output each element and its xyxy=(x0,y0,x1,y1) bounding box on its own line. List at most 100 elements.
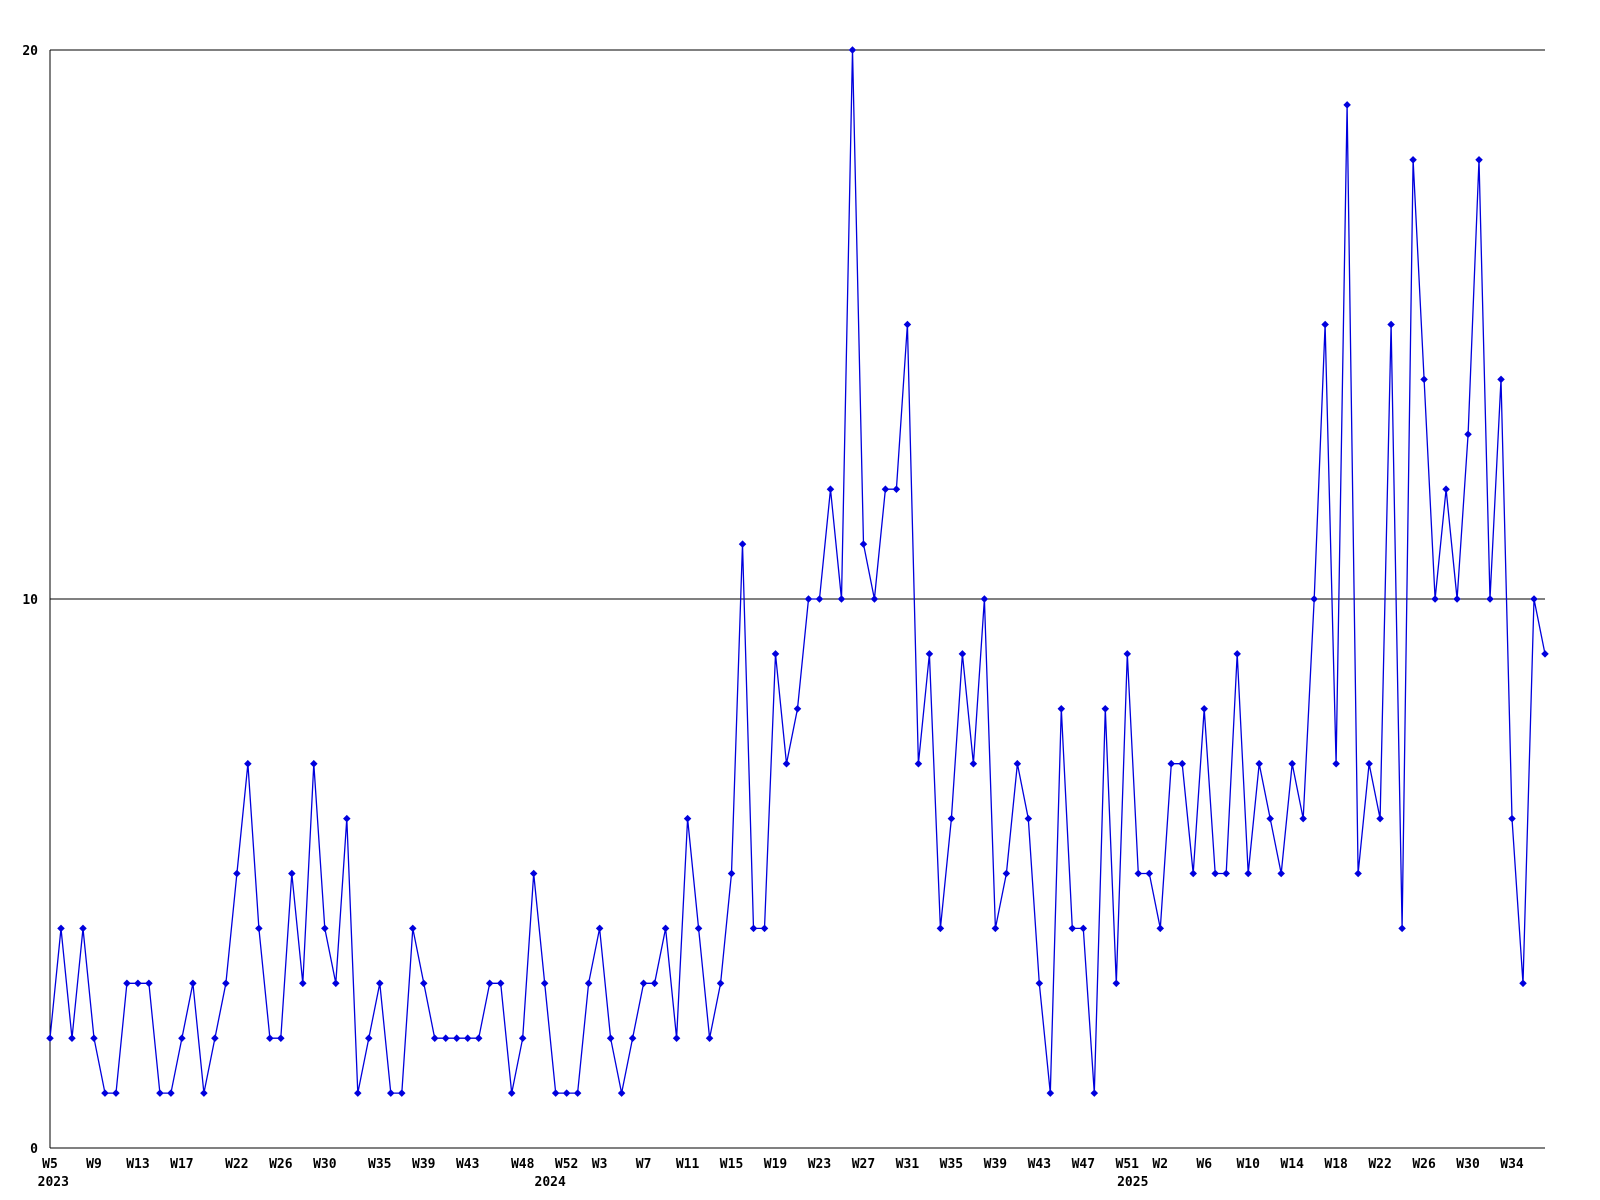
x-axis-tick-labels: W5 W9 W13 W17 W22 W26 W30 W35 W39 W43 W48 W52 W3 W7 W1… xyxy=(42,1157,1524,1172)
data-point-marker xyxy=(859,540,868,548)
data-point-marker xyxy=(1266,814,1274,823)
data-point-marker xyxy=(529,869,538,878)
data-point-marker xyxy=(430,1034,439,1042)
data-point-marker xyxy=(1178,759,1187,768)
data-point-marker xyxy=(112,1089,120,1097)
data-point-marker xyxy=(68,1034,76,1042)
y-tick-label: 0 xyxy=(30,1142,38,1157)
data-point-marker xyxy=(760,924,769,933)
data-point-marker xyxy=(1530,595,1538,603)
data-point-marker xyxy=(1244,869,1252,878)
data-point-marker xyxy=(1233,650,1241,658)
data-point-marker xyxy=(145,979,153,988)
data-point-marker xyxy=(848,46,857,54)
data-point-marker xyxy=(683,814,692,823)
data-point-marker xyxy=(1486,595,1494,603)
data-point-marker xyxy=(914,759,923,768)
data-point-marker xyxy=(1453,595,1461,603)
data-point-marker xyxy=(540,979,549,988)
data-point-marker xyxy=(1068,924,1077,933)
data-point-marker xyxy=(1046,1089,1055,1097)
data-point-marker xyxy=(189,979,197,988)
data-point-marker xyxy=(837,595,846,603)
data-point-marker xyxy=(321,924,329,933)
year-label: 2025 xyxy=(1117,1175,1148,1190)
data-point-marker xyxy=(244,759,252,768)
data-point-marker xyxy=(1024,814,1033,823)
x-tick-label: W11 xyxy=(676,1157,700,1172)
data-point-marker xyxy=(1167,759,1176,768)
data-point-marker xyxy=(376,979,384,988)
x-tick-label: W19 xyxy=(764,1157,787,1172)
data-point-marker xyxy=(156,1089,164,1097)
data-point-marker xyxy=(980,595,989,603)
x-tick-label: W2 xyxy=(1152,1157,1168,1172)
data-point-marker xyxy=(1090,1089,1099,1097)
x-tick-label: W39 xyxy=(984,1157,1007,1172)
x-tick-label: W31 xyxy=(896,1157,920,1172)
data-point-marker xyxy=(518,1034,527,1042)
data-point-marker xyxy=(1387,320,1395,329)
data-point-marker xyxy=(958,650,967,658)
data-point-marker xyxy=(617,1089,626,1097)
x-tick-label: W14 xyxy=(1280,1157,1304,1172)
data-point-marker xyxy=(299,979,307,988)
x-tick-label: W23 xyxy=(808,1157,831,1172)
data-point-marker xyxy=(277,1034,285,1042)
data-point-marker xyxy=(881,485,890,493)
data-point-marker xyxy=(1145,869,1154,878)
data-series-line xyxy=(49,49,1546,1094)
data-point-marker xyxy=(90,1034,98,1042)
x-tick-label: W22 xyxy=(1368,1157,1391,1172)
data-point-marker xyxy=(793,705,802,713)
x-tick-label: W6 xyxy=(1196,1157,1212,1172)
data-point-marker xyxy=(1376,814,1384,823)
data-point-marker xyxy=(354,1089,362,1097)
data-point-marker xyxy=(1211,869,1219,878)
x-tick-label: W18 xyxy=(1324,1157,1348,1172)
data-point-marker xyxy=(1321,320,1329,329)
x-tick-label: W17 xyxy=(170,1157,193,1172)
data-point-marker xyxy=(1332,759,1340,768)
data-point-marker xyxy=(639,979,648,988)
data-point-marker xyxy=(1222,869,1230,878)
data-point-marker xyxy=(749,924,758,933)
data-point-marker xyxy=(1035,979,1044,988)
x-tick-label: W43 xyxy=(456,1157,479,1172)
x-tick-label: W51 xyxy=(1116,1157,1140,1172)
data-point-marker xyxy=(1497,375,1505,384)
data-point-marker xyxy=(1420,375,1428,384)
data-point-marker xyxy=(1123,650,1132,658)
x-tick-label: W47 xyxy=(1072,1157,1095,1172)
x-tick-label: W27 xyxy=(852,1157,875,1172)
data-point-marker xyxy=(1343,101,1351,109)
y-tick-label: 10 xyxy=(22,593,38,608)
data-point-marker xyxy=(123,979,131,988)
data-point-marker xyxy=(200,1089,208,1097)
data-point-marker xyxy=(233,869,241,878)
data-point-marker xyxy=(474,1034,483,1042)
data-point-marker xyxy=(1189,869,1198,878)
data-point-marker xyxy=(134,979,142,988)
data-point-marker xyxy=(584,979,593,988)
data-point-marker xyxy=(101,1089,109,1097)
data-point-marker xyxy=(595,924,604,933)
data-point-marker xyxy=(387,1089,395,1097)
year-label: 2023 xyxy=(38,1175,69,1190)
data-point-markers xyxy=(46,46,1549,1097)
x-tick-label: W5 xyxy=(42,1157,58,1172)
data-point-marker xyxy=(332,979,340,988)
x-tick-label: W35 xyxy=(368,1157,391,1172)
data-point-marker xyxy=(397,1089,406,1097)
data-point-marker xyxy=(1288,759,1296,768)
data-point-marker xyxy=(650,979,659,988)
data-point-marker xyxy=(1541,650,1549,658)
data-point-marker xyxy=(782,759,791,768)
data-point-marker xyxy=(771,650,780,658)
data-point-marker xyxy=(606,1034,615,1042)
data-point-marker xyxy=(496,979,505,988)
data-point-marker xyxy=(727,869,736,878)
data-point-marker xyxy=(1057,705,1066,713)
data-point-marker xyxy=(1013,759,1022,768)
